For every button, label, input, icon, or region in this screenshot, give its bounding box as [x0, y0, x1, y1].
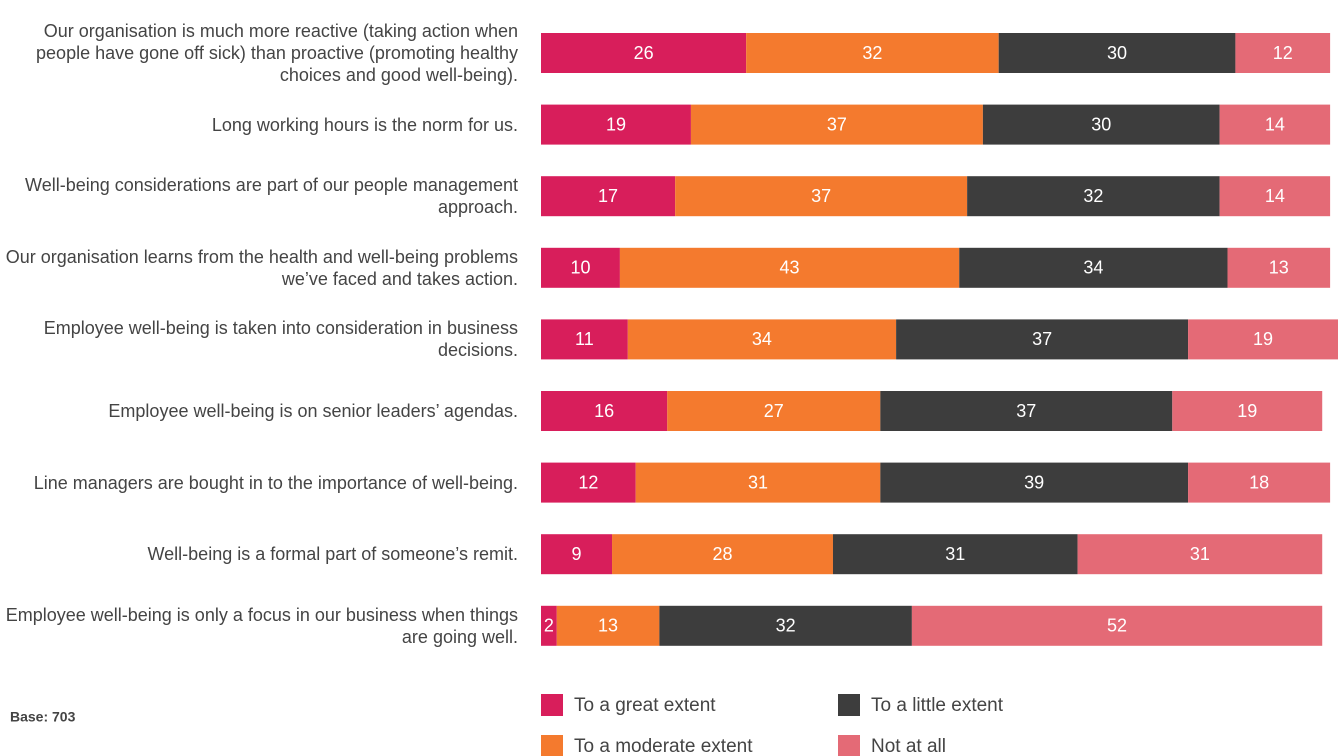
category-label: Well-being considerations are part of ou… [25, 175, 518, 218]
value-label: 11 [575, 329, 594, 349]
bar-segment [541, 391, 668, 431]
value-label: 31 [945, 544, 965, 564]
value-label: 27 [764, 401, 784, 421]
value-label: 32 [776, 616, 796, 636]
category-label: Our organisation is much more reactive (… [36, 21, 518, 85]
value-label: 31 [748, 472, 768, 492]
bar-segment [1219, 176, 1331, 217]
value-label: 31 [1190, 544, 1210, 564]
value-label: 18 [1249, 472, 1269, 492]
bar-segment [959, 247, 1228, 288]
value-label: 34 [1083, 258, 1103, 278]
legend-swatch [541, 694, 563, 716]
value-label: 32 [1083, 186, 1103, 206]
value-label: 43 [780, 258, 800, 278]
bar-segment [612, 534, 833, 575]
category-label: Our organisation learns from the health … [5, 246, 518, 289]
bar-segment [911, 605, 1323, 646]
bar-segment [880, 391, 1173, 431]
value-label: 37 [1016, 401, 1036, 421]
bar-segment [541, 319, 628, 360]
bar-segment [659, 605, 912, 646]
value-label: 52 [1107, 616, 1127, 636]
value-label: 30 [1091, 114, 1111, 134]
bar-segment [667, 391, 881, 431]
bar-segment [541, 33, 747, 73]
value-label: 14 [1265, 186, 1285, 206]
bar-segment [541, 605, 557, 646]
bar-segment [967, 176, 1220, 217]
bar-segment [896, 319, 1189, 360]
bar-segment [541, 176, 676, 217]
bar-segment [541, 534, 613, 575]
value-label: 19 [1253, 329, 1273, 349]
value-label: 37 [811, 186, 831, 206]
bar-segment [832, 534, 1078, 575]
bar-segment [998, 33, 1236, 73]
category-label: Employee well-being is only a focus in o… [5, 604, 518, 647]
value-label: 2 [544, 616, 554, 636]
value-label: 12 [578, 472, 598, 492]
category-label: Employee well-being is on senior leaders… [108, 401, 518, 421]
bar-segment [541, 247, 620, 288]
value-label: 9 [572, 544, 582, 564]
bar-segment [1235, 33, 1331, 73]
bar-segment [541, 462, 636, 503]
value-label: 10 [570, 258, 590, 278]
category-label: Employee well-being is taken into consid… [43, 318, 518, 361]
bar-segment [1172, 391, 1323, 431]
category-label: Well-being is a formal part of someone’s… [147, 544, 519, 565]
legend-swatch [541, 735, 563, 756]
bar-segment [1077, 534, 1323, 575]
value-label: 34 [752, 329, 772, 349]
value-label: 32 [862, 43, 882, 63]
value-label: 14 [1265, 114, 1285, 134]
value-label: 26 [634, 43, 654, 63]
legend-label: Not at all [871, 736, 946, 756]
value-label: 28 [712, 544, 732, 564]
category-label: Long working hours is the norm for us. [211, 114, 518, 135]
value-label: 13 [1269, 258, 1289, 278]
bar-segment [746, 33, 999, 73]
value-label: 16 [594, 401, 614, 421]
bar-segment [627, 319, 897, 360]
legend-label: To a little extent [871, 695, 1004, 716]
value-label: 19 [1237, 401, 1257, 421]
bar-segment [635, 462, 881, 503]
bar-segment [880, 462, 1189, 503]
value-label: 39 [1024, 472, 1044, 492]
legend-label: To a moderate extent [574, 736, 753, 756]
bar-segment [1227, 247, 1331, 288]
value-label: 19 [606, 114, 626, 134]
value-label: 13 [598, 616, 618, 636]
base-note: Base: 703 [10, 709, 76, 725]
value-label: 12 [1273, 43, 1293, 63]
value-label: 37 [827, 114, 847, 134]
bar-segment [1219, 104, 1331, 145]
bar-segment [619, 247, 960, 288]
legend-label: To a great extent [574, 695, 716, 716]
value-label: 37 [1032, 329, 1052, 349]
legend-swatch [838, 694, 860, 716]
bar-segment [982, 104, 1220, 145]
bar-segment [556, 605, 660, 646]
bar-segment [675, 176, 968, 217]
bar-segment [1188, 319, 1338, 360]
bar-segment [541, 104, 691, 145]
bar-segment [1188, 462, 1331, 503]
value-label: 30 [1107, 43, 1127, 63]
value-label: 17 [598, 186, 618, 206]
legend-swatch [838, 735, 860, 756]
bar-segment [690, 104, 983, 145]
category-label: Line managers are bought in to the impor… [33, 472, 518, 493]
